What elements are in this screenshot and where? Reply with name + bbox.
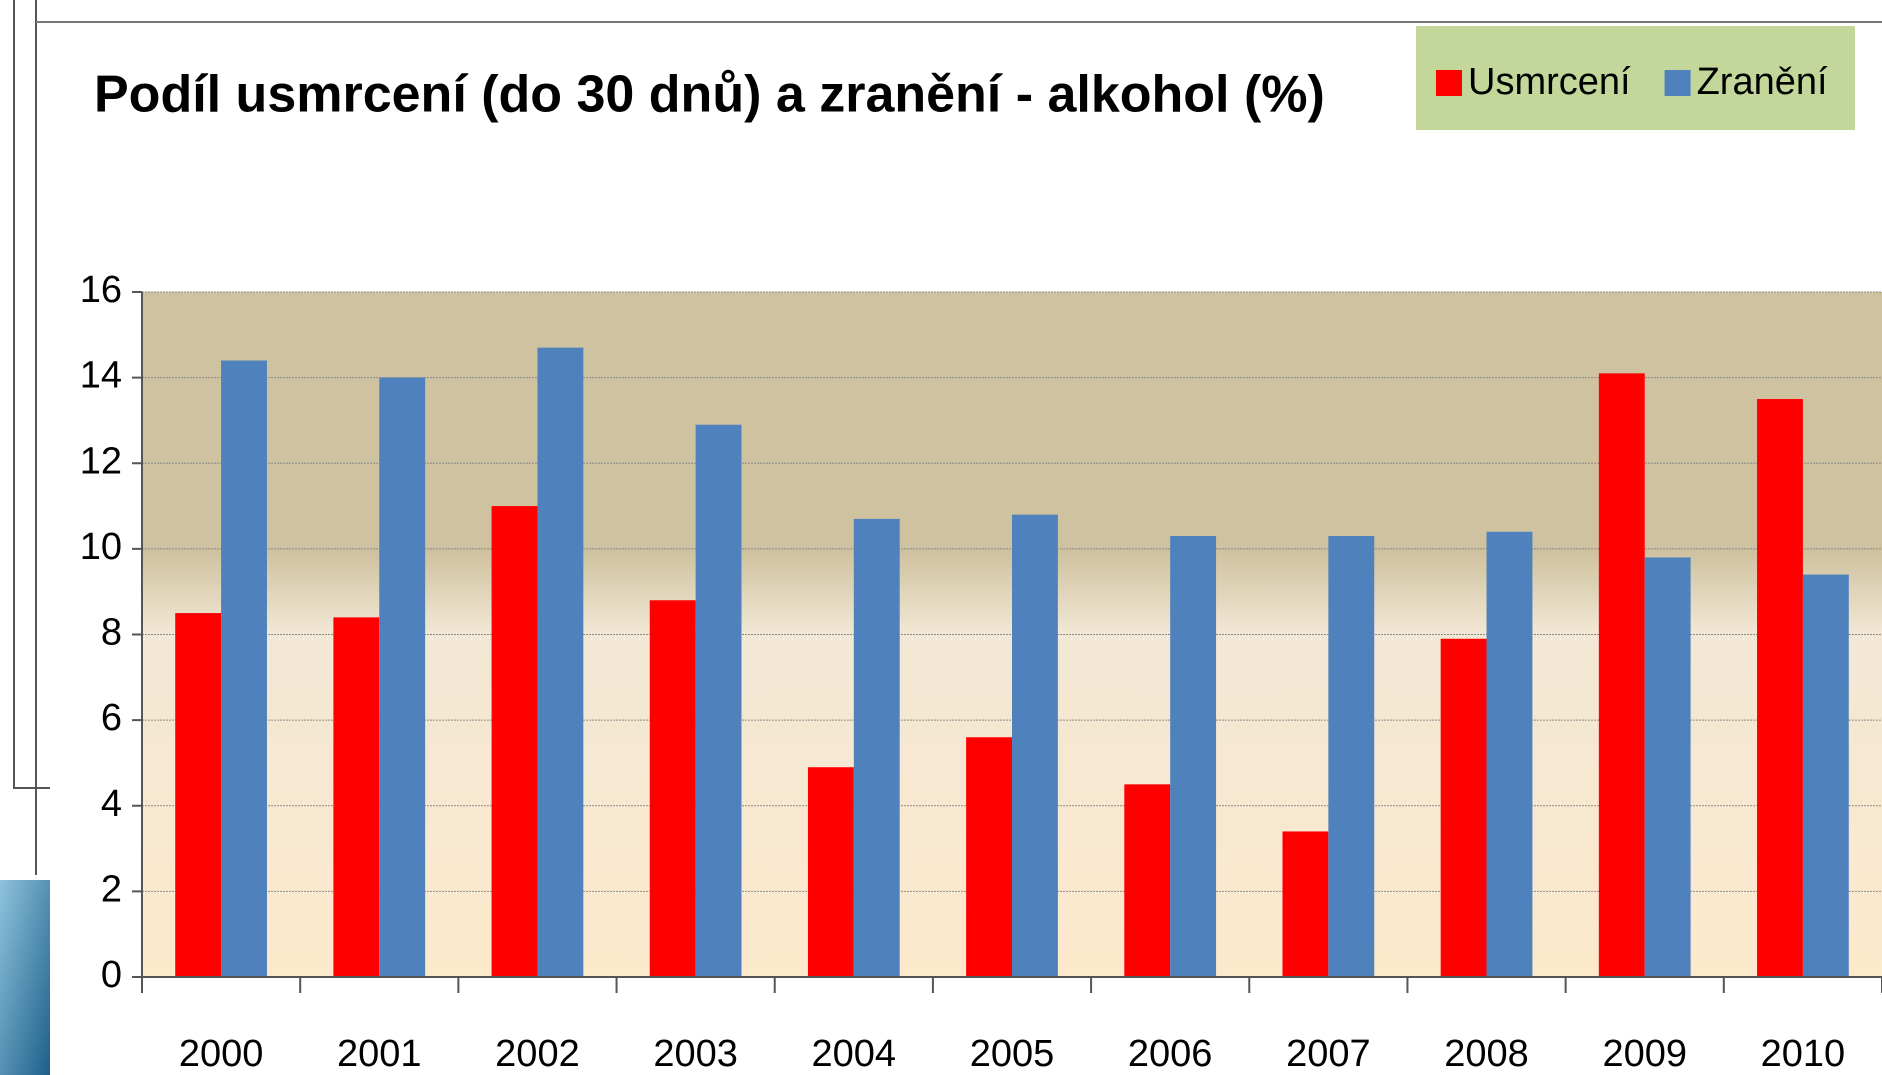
legend-label: Usmrcení [1468,61,1631,103]
bar [1328,536,1375,977]
bar [1440,638,1487,977]
bar [966,737,1012,977]
window-frame [13,0,50,789]
y-tick-label: 4 [101,783,122,825]
bar [379,377,426,977]
chart-title: Podíl usmrcení (do 30 dnů) a zranění - a… [94,66,1325,124]
bar [537,347,584,977]
y-tick-label: 0 [101,954,122,996]
bar [695,424,742,977]
bar [1644,557,1691,977]
background-decoration [0,880,50,1075]
y-tick-label: 2 [101,868,122,910]
x-tick-label: 2002 [495,1033,580,1075]
y-tick-label: 12 [80,440,122,482]
bar [175,613,222,977]
bar [1757,399,1803,977]
x-tick-label: 2001 [337,1033,422,1075]
bar [1282,831,1329,977]
y-tick-label: 10 [80,526,122,568]
x-tick-label: 2008 [1444,1033,1529,1075]
y-tick-label: 16 [80,269,122,311]
bar [1598,373,1645,977]
x-tick-label: 2004 [812,1033,897,1075]
legend-swatch [1436,70,1462,96]
x-tick-label: 2005 [970,1033,1055,1075]
x-tick-label: 2006 [1128,1033,1213,1075]
y-tick-label: 8 [101,612,122,654]
bar [1012,514,1058,977]
y-tick-label: 6 [101,697,122,739]
x-tick-label: 2000 [179,1033,264,1075]
bar [807,767,854,977]
legend [1416,26,1855,130]
legend-swatch [1664,70,1691,96]
bar [1802,574,1849,977]
bar [491,506,538,977]
y-tick-label: 14 [80,355,122,397]
bar [1486,531,1533,977]
x-tick-label: 2009 [1602,1033,1687,1075]
bar [333,617,380,977]
bar [1170,536,1217,977]
bar [853,518,900,977]
bar [1124,784,1171,977]
bar [649,600,696,977]
x-tick-label: 2003 [653,1033,738,1075]
x-tick-label: 2010 [1761,1033,1846,1075]
x-tick-label: 2007 [1286,1033,1371,1075]
bar [221,360,267,977]
legend-label: Zranění [1697,61,1828,103]
